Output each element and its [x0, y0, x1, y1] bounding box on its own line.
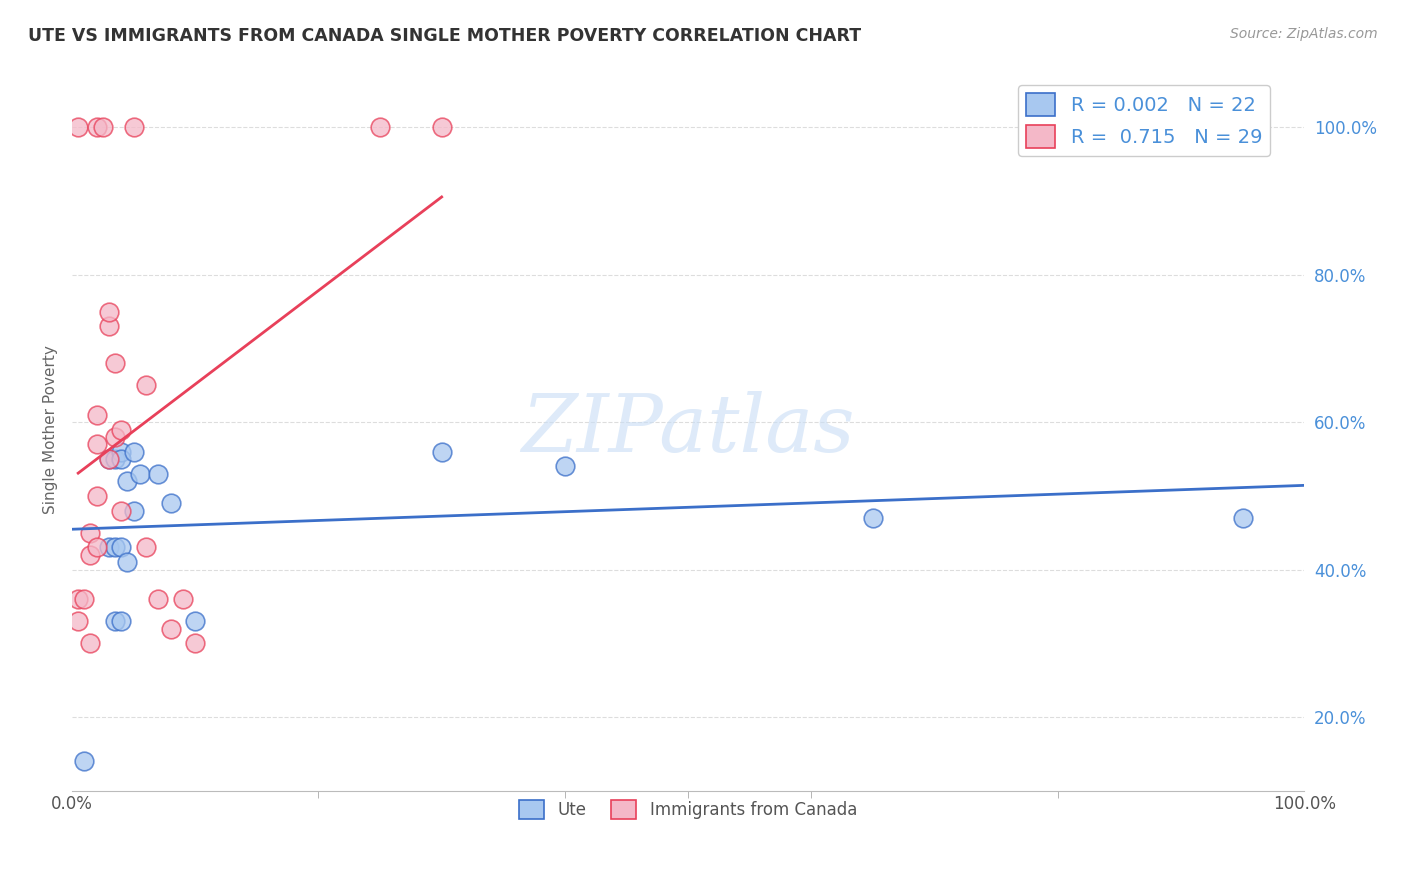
Point [122, 503, 145, 517]
Point [862, 511, 884, 525]
Point [98, 452, 121, 467]
Point [104, 452, 127, 467]
Point [184, 614, 207, 628]
Point [98, 319, 121, 334]
Point [128, 467, 150, 481]
Point [98, 541, 121, 555]
Point [67, 120, 90, 135]
Point [135, 378, 157, 392]
Point [184, 636, 207, 650]
Point [117, 474, 139, 488]
Point [86, 541, 108, 555]
Point [430, 444, 453, 458]
Point [79, 636, 101, 650]
Point [172, 592, 194, 607]
Point [104, 541, 127, 555]
Point [91, 120, 114, 135]
Point [79, 548, 101, 562]
Text: ZIPatlas: ZIPatlas [522, 391, 855, 468]
Point [159, 496, 181, 510]
Point [98, 304, 121, 318]
Point [110, 541, 132, 555]
Point [110, 452, 132, 467]
Point [117, 555, 139, 569]
Point [86, 437, 108, 451]
Point [554, 459, 576, 474]
Point [79, 525, 101, 540]
Point [86, 489, 108, 503]
Point [110, 444, 132, 458]
Point [368, 120, 391, 135]
Point [1232, 511, 1254, 525]
Point [73, 592, 96, 607]
Point [122, 120, 145, 135]
Point [67, 614, 90, 628]
Legend: Ute, Immigrants from Canada: Ute, Immigrants from Canada [512, 793, 863, 826]
Point [159, 622, 181, 636]
Point [104, 614, 127, 628]
Point [430, 120, 453, 135]
Point [104, 430, 127, 444]
Point [73, 754, 96, 768]
Point [110, 614, 132, 628]
Point [148, 467, 170, 481]
Point [148, 592, 170, 607]
Point [110, 503, 132, 517]
Point [86, 120, 108, 135]
Point [110, 423, 132, 437]
Text: UTE VS IMMIGRANTS FROM CANADA SINGLE MOTHER POVERTY CORRELATION CHART: UTE VS IMMIGRANTS FROM CANADA SINGLE MOT… [28, 27, 862, 45]
Point [135, 541, 157, 555]
Y-axis label: Single Mother Poverty: Single Mother Poverty [44, 345, 58, 514]
Point [86, 408, 108, 422]
Point [122, 444, 145, 458]
Text: Source: ZipAtlas.com: Source: ZipAtlas.com [1230, 27, 1378, 41]
Point [104, 356, 127, 370]
Point [98, 452, 121, 467]
Point [67, 592, 90, 607]
